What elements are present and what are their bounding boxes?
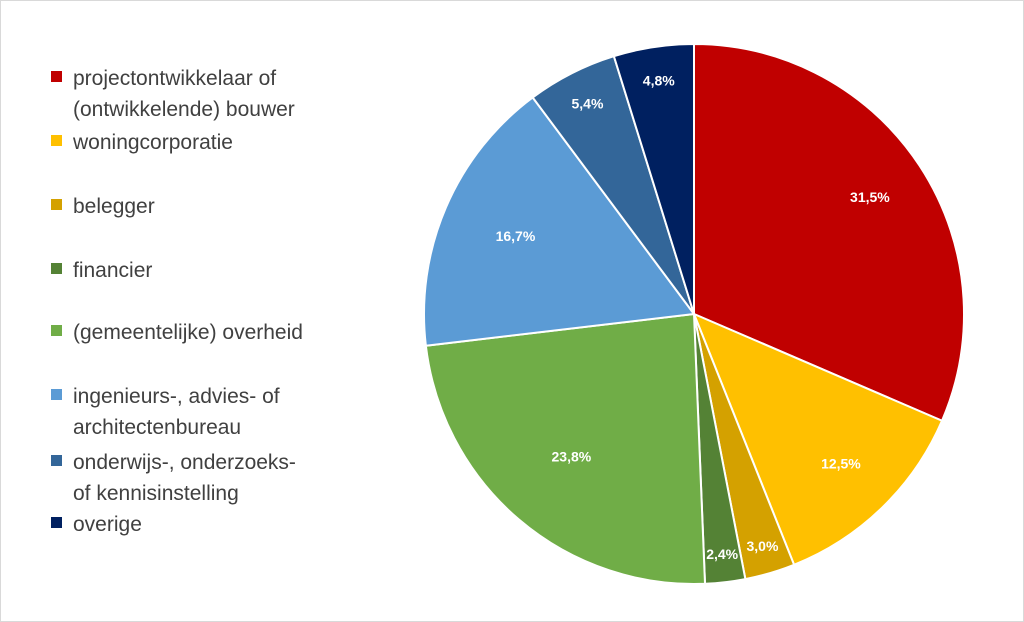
legend-item: belegger — [51, 191, 155, 222]
legend-swatch — [51, 71, 62, 82]
slice-value-label: 16,7% — [496, 228, 536, 244]
legend-label: ingenieurs-, advies- of architectenbureau — [73, 381, 280, 443]
slice-value-label: 23,8% — [552, 449, 592, 465]
slice-value-label: 4,8% — [643, 72, 675, 88]
legend-label: financier — [73, 255, 152, 286]
pie-slice — [424, 312, 707, 585]
legend-label-line: belegger — [73, 195, 155, 218]
legend-item: financier — [51, 255, 152, 286]
legend-label: woningcorporatie — [73, 127, 233, 158]
legend-label-line: woningcorporatie — [73, 131, 233, 154]
legend-swatch — [51, 135, 62, 146]
legend-item: overige — [51, 509, 142, 540]
legend-label-line: ingenieurs-, advies- of — [73, 385, 280, 408]
legend-label: (gemeentelijke) overheid — [73, 317, 303, 348]
legend-label-line: (gemeentelijke) overheid — [73, 321, 303, 344]
legend-swatch — [51, 263, 62, 274]
legend-swatch — [51, 455, 62, 466]
legend-item: projectontwikkelaar of (ontwikkelende) bo… — [51, 63, 295, 125]
legend-label-line: architectenbureau — [73, 416, 242, 439]
legend-item: (gemeentelijke) overheid — [51, 317, 303, 348]
legend-label-line: (ontwikkelende) bouwer — [73, 98, 295, 121]
legend-swatch — [51, 389, 62, 400]
legend-label: onderwijs-, onderzoeks-of kennisinstelli… — [73, 447, 296, 509]
pie-slice — [692, 312, 944, 567]
slice-value-label: 3,0% — [747, 538, 779, 554]
legend-label: projectontwikkelaar of (ontwikkelende) bo… — [73, 63, 295, 125]
slice-value-label: 5,4% — [571, 95, 603, 111]
legend-swatch — [51, 199, 62, 210]
legend-item: onderwijs-, onderzoeks-of kennisinstelli… — [51, 447, 296, 509]
pie-slice — [612, 42, 695, 315]
legend-label: overige — [73, 509, 142, 540]
legend-label-line: projectontwikkelaar of — [73, 67, 277, 90]
legend-label-line: onderwijs-, onderzoeks- — [73, 451, 296, 474]
legend-item: ingenieurs-, advies- of architectenbureau — [51, 381, 280, 443]
pie-slice — [423, 96, 696, 347]
legend-label: belegger — [73, 191, 155, 222]
legend-label-line: of kennisinstelling — [73, 482, 239, 505]
pie-slice — [693, 42, 965, 423]
legend-swatch — [51, 325, 62, 336]
legend-label-line: overige — [73, 513, 142, 536]
legend-item: woningcorporatie — [51, 127, 233, 158]
legend-swatch — [51, 517, 62, 528]
slice-value-label: 12,5% — [821, 456, 861, 472]
legend-label-line: financier — [73, 259, 153, 282]
slice-value-label: 31,5% — [850, 189, 890, 205]
slice-value-label: 2,4% — [706, 546, 738, 562]
